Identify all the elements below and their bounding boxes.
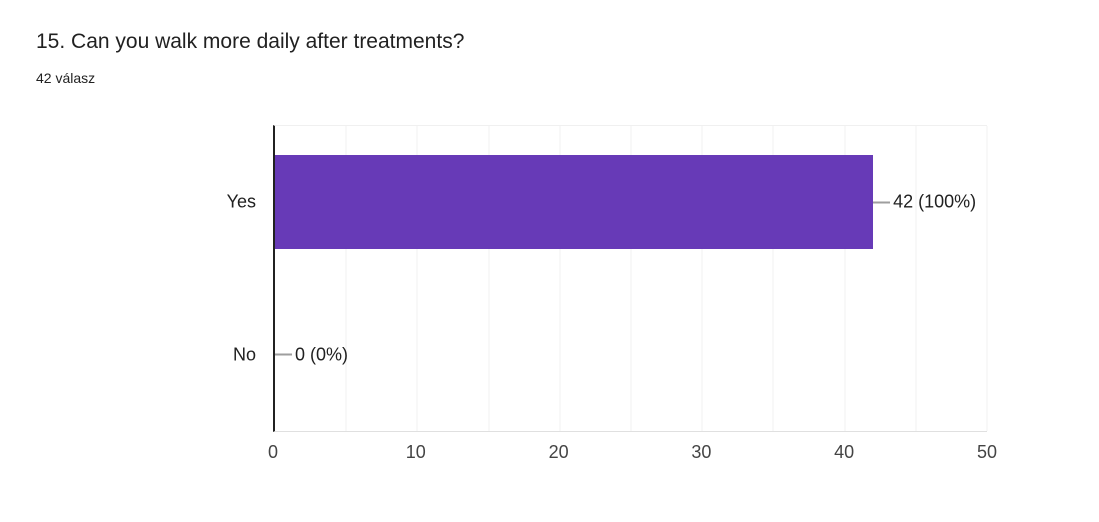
x-tick-label: 10 [405,442,426,462]
response-count: 42 válasz [36,70,96,86]
gridline [630,126,632,431]
category-label: Yes [226,191,256,212]
x-tick-label: 0 [267,442,279,462]
value-axis: 0 10 20 30 40 50 [268,441,997,465]
gridline [345,126,347,431]
bar-value-label: 0 (0%) [295,344,349,365]
gridline [986,126,988,431]
gridline [844,126,846,431]
category-label: No [232,344,256,365]
annotation-stem-line [873,201,891,204]
gridline [701,126,703,431]
gridline [559,126,561,431]
bar-value-label: 42 (100%) [893,191,977,212]
gridline [772,126,774,431]
x-tick-label: 30 [691,442,712,462]
x-tick-label: 40 [834,442,855,462]
gridline [488,126,490,431]
x-tick-label: 20 [548,442,569,462]
bar-value-annotation: 0 (0%) [275,344,348,365]
gridline [915,126,917,431]
annotation-stem-line [275,353,292,356]
x-tick-label: 50 [976,442,998,462]
bar-yes [275,155,874,250]
category-axis: Yes No [0,125,256,432]
question-title: 15. Can you walk more daily after treatm… [36,30,465,53]
plot-area: 42 (100%) 0 (0%) [273,125,988,432]
bar-value-annotation: 42 (100%) [873,192,976,213]
gridline [416,126,418,431]
